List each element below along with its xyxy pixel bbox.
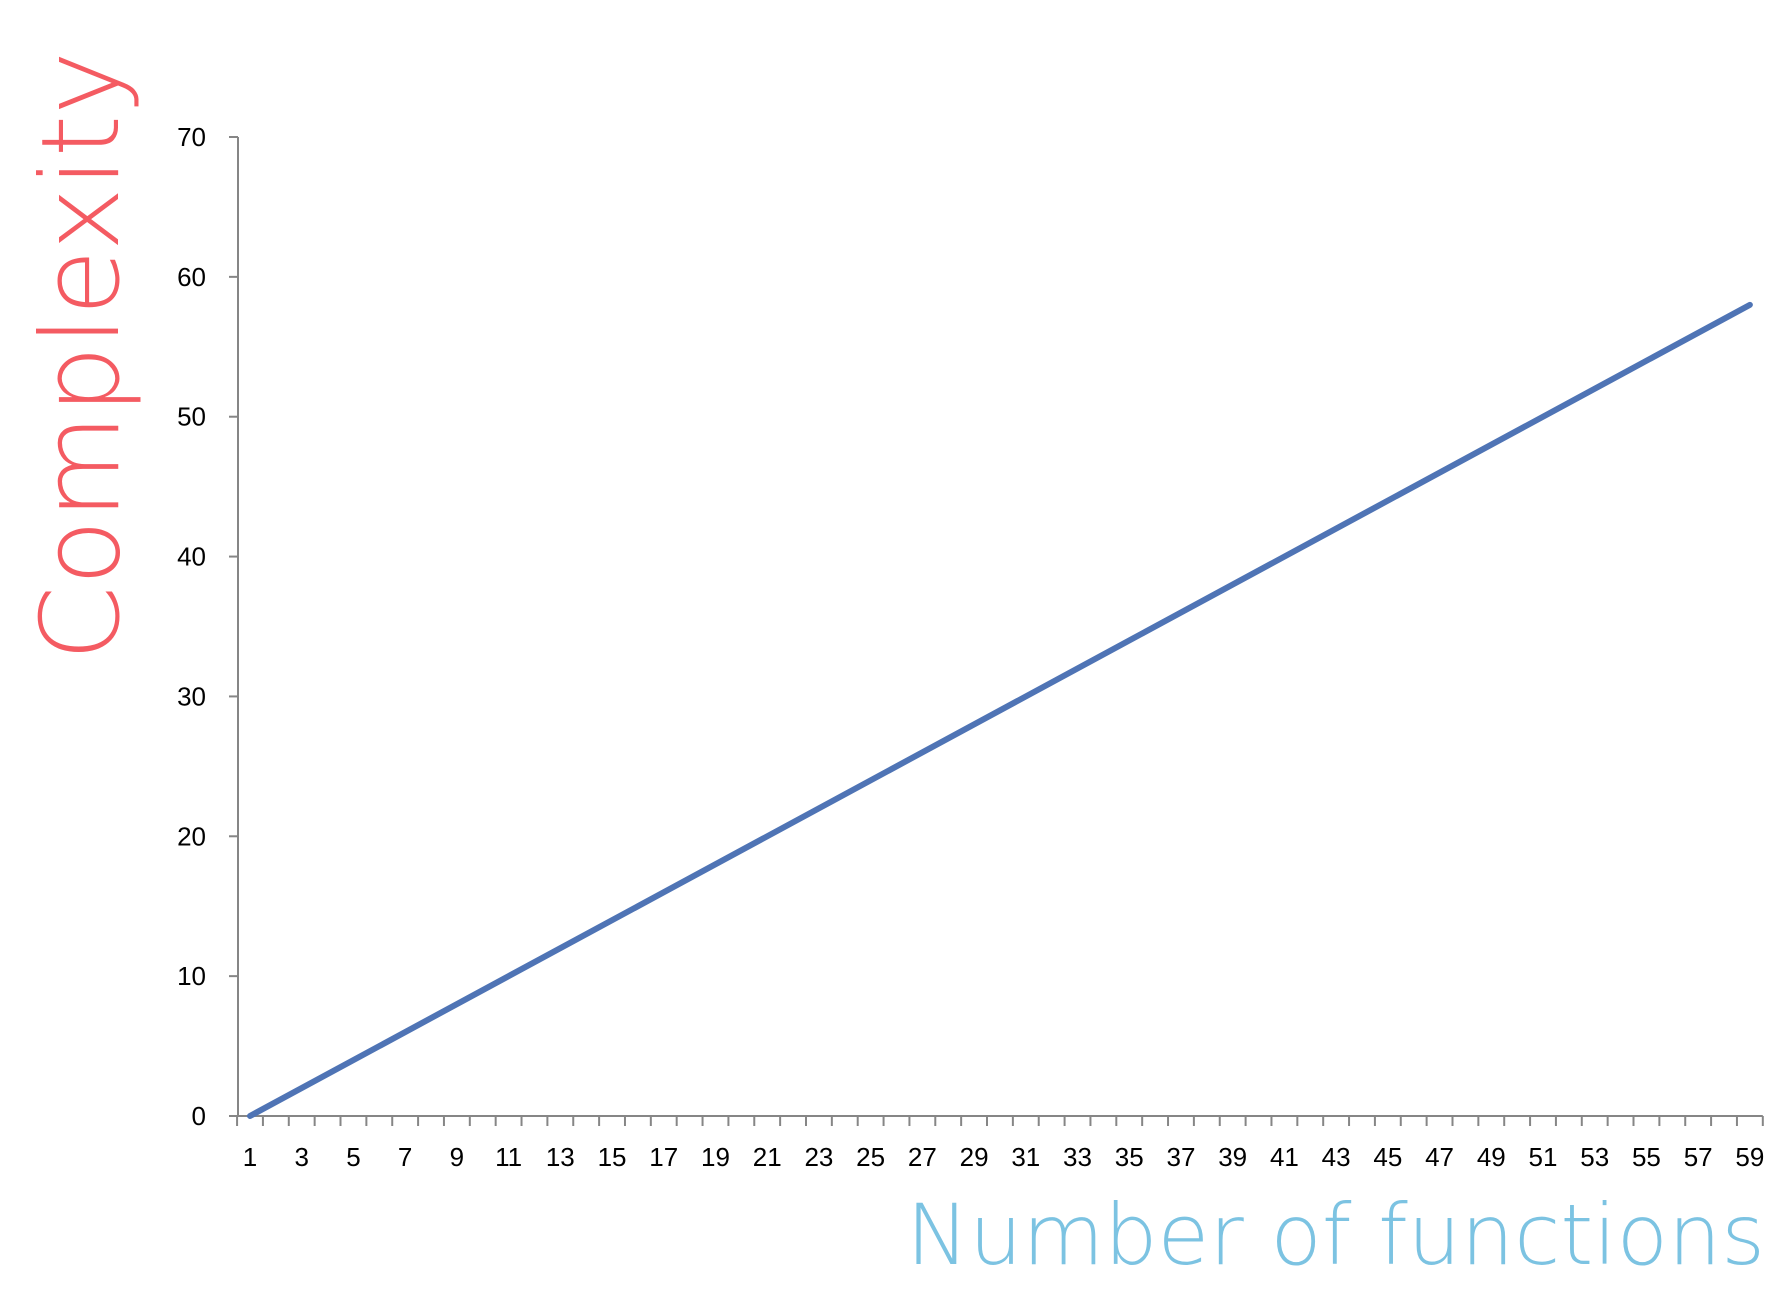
x-tick-label: 11 (495, 1142, 522, 1172)
x-axis-title: Number of functions (906, 1186, 1765, 1284)
y-axis-title: Complexity (19, 51, 144, 661)
series-line (247, 301, 1753, 1119)
x-tick-label: 41 (1270, 1142, 1299, 1172)
x-tick-label: 55 (1632, 1142, 1661, 1172)
y-tick-label: 60 (177, 262, 206, 292)
y-tick-label: 30 (177, 681, 206, 711)
x-tick-label: 49 (1477, 1142, 1506, 1172)
x-tick-label: 57 (1684, 1142, 1713, 1172)
x-tick-label: 59 (1735, 1142, 1764, 1172)
x-tick-label: 45 (1373, 1142, 1402, 1172)
x-tick-label: 27 (908, 1142, 937, 1172)
y-tick-label: 10 (177, 961, 206, 991)
x-tick-label: 47 (1425, 1142, 1454, 1172)
x-tick-label: 43 (1322, 1142, 1351, 1172)
y-tick-label: 20 (177, 821, 206, 851)
x-tick-label: 33 (1063, 1142, 1092, 1172)
x-tick-label: 13 (546, 1142, 575, 1172)
x-tick-label: 29 (960, 1142, 989, 1172)
y-tick-label: 40 (177, 542, 206, 572)
y-tick-label: 70 (177, 122, 206, 152)
x-tick-label: 15 (598, 1142, 627, 1172)
x-tick-label: 19 (701, 1142, 730, 1172)
x-tick-label: 7 (398, 1142, 412, 1172)
x-tick-label: 3 (294, 1142, 308, 1172)
x-tick-label: 1 (243, 1142, 257, 1172)
x-tick-label: 51 (1529, 1142, 1558, 1172)
x-tick-label: 53 (1580, 1142, 1609, 1172)
x-tick-label: 31 (1011, 1142, 1040, 1172)
x-tick-label: 17 (649, 1142, 678, 1172)
x-tick-label: 37 (1166, 1142, 1195, 1172)
x-tick-label: 35 (1115, 1142, 1144, 1172)
x-tick-label: 39 (1218, 1142, 1247, 1172)
y-tick-label: 0 (192, 1101, 206, 1131)
y-tick-label: 50 (177, 402, 206, 432)
x-tick-label: 5 (346, 1142, 360, 1172)
x-tick-label: 9 (450, 1142, 464, 1172)
x-tick-label: 25 (856, 1142, 885, 1172)
x-tick-label: 21 (753, 1142, 782, 1172)
x-tick-label: 23 (804, 1142, 833, 1172)
